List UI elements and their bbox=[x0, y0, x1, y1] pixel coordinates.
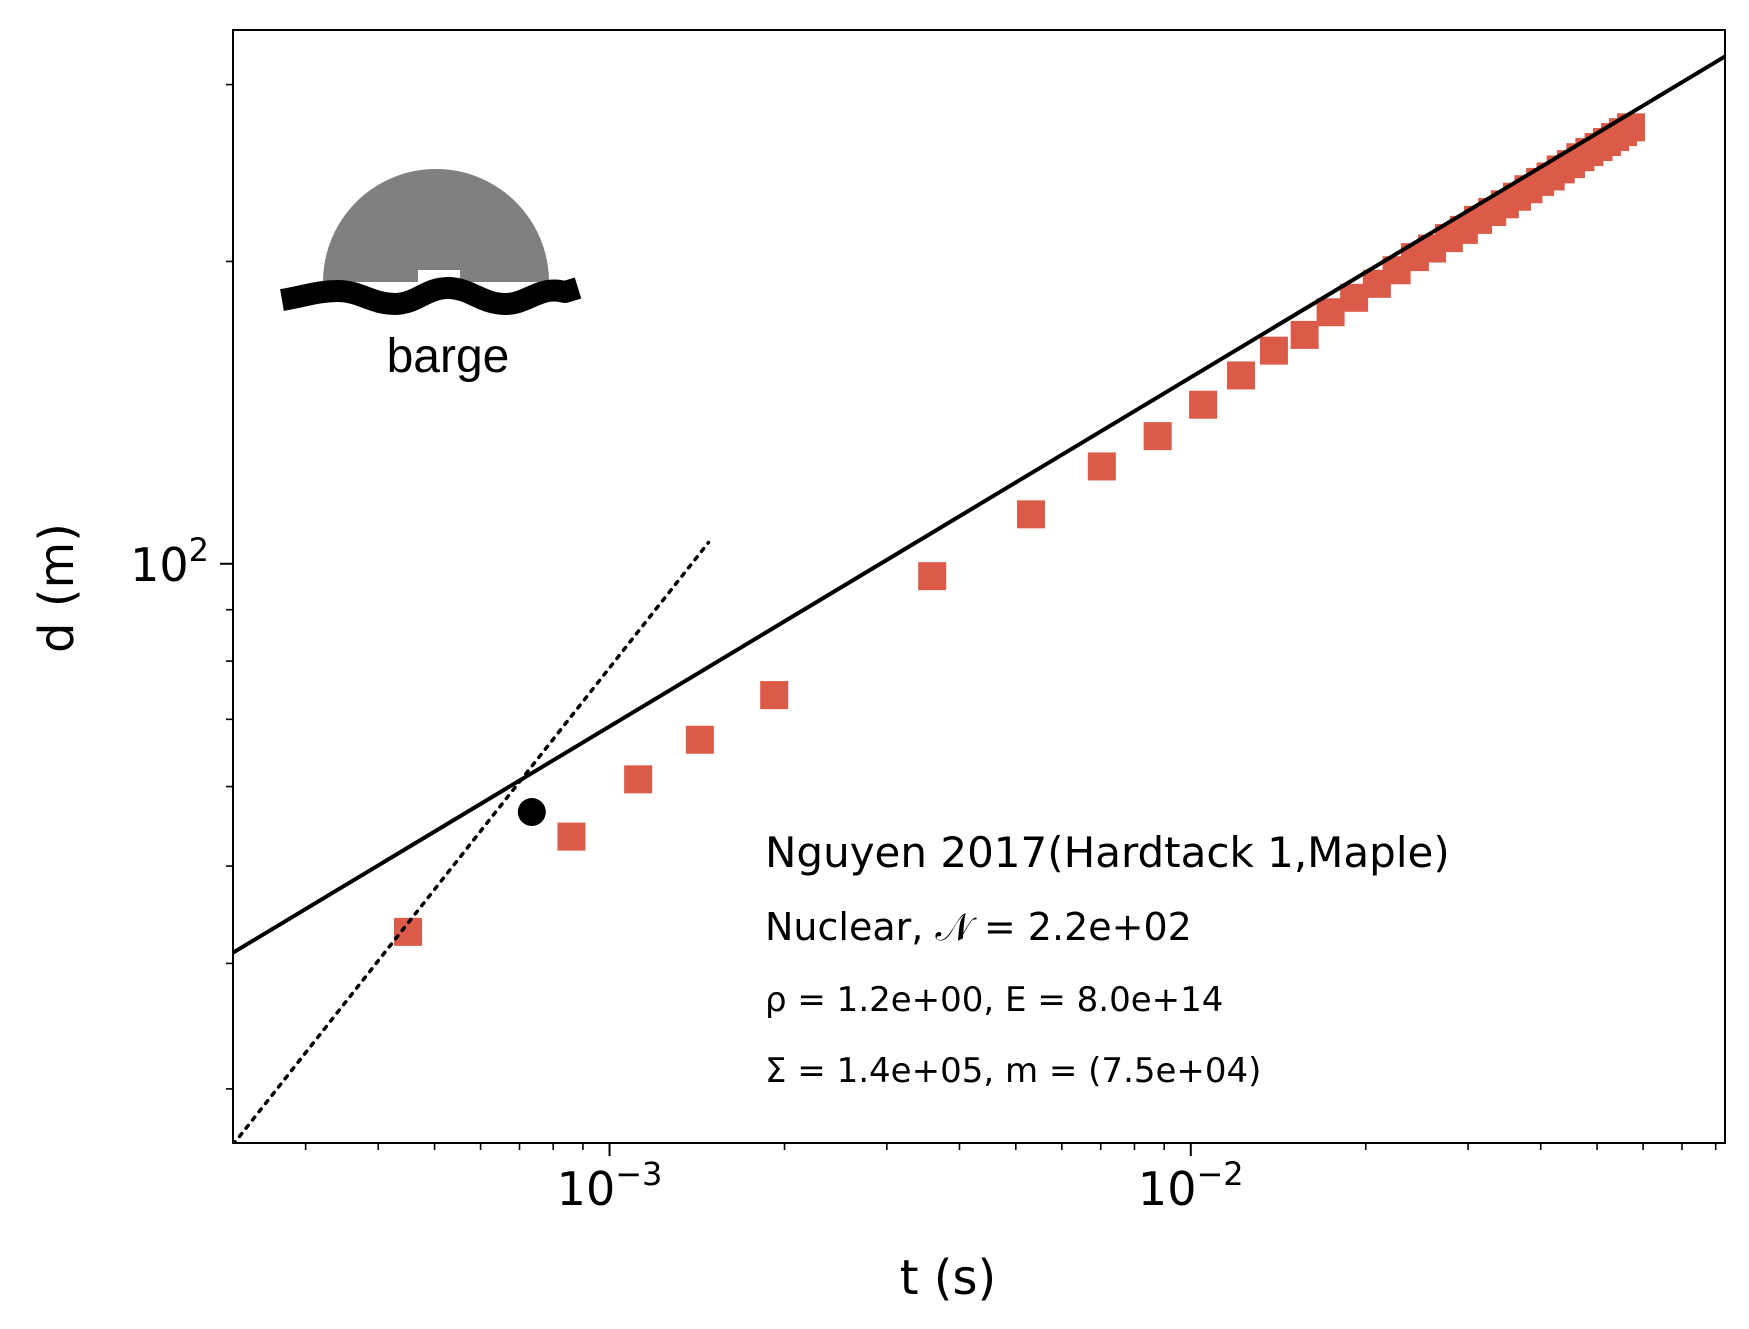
annotation-line-3: ρ = 1.2e+00, E = 8.0e+14 bbox=[765, 980, 1223, 1020]
annotation-line-1: Nguyen 2017(Hardtack 1,Maple) bbox=[765, 828, 1450, 877]
data-point bbox=[1316, 298, 1345, 327]
data-point bbox=[685, 725, 714, 754]
data-point bbox=[1290, 320, 1319, 349]
data-point bbox=[1259, 336, 1288, 365]
data-point bbox=[1143, 422, 1172, 451]
plot-area: 10−3 10−2 102 bbox=[130, 29, 1726, 1216]
x-tick-label: 10−3 bbox=[557, 1155, 663, 1216]
y-tick-label: 102 bbox=[130, 531, 209, 592]
data-point bbox=[1017, 500, 1046, 529]
plot-frame bbox=[232, 29, 1726, 1144]
x-axis-label: t (s) bbox=[900, 1250, 997, 1306]
annotation-line-2: Nuclear, 𝒩 = 2.2e+02 bbox=[765, 905, 1192, 949]
data-point bbox=[557, 822, 586, 851]
data-point bbox=[1226, 361, 1255, 390]
x-tick-label: 10−2 bbox=[1138, 1155, 1244, 1216]
data-point bbox=[1189, 390, 1218, 419]
dotted-reference-line bbox=[233, 540, 711, 1143]
data-point bbox=[624, 765, 653, 794]
y-axis-label: d (m) bbox=[29, 523, 85, 653]
data-point bbox=[1087, 452, 1116, 481]
data-point bbox=[760, 681, 789, 710]
data-point bbox=[918, 562, 947, 591]
transition-point bbox=[517, 798, 546, 827]
annotation-line-4: Σ = 1.4e+05, m = (7.5e+04) bbox=[765, 1051, 1261, 1091]
barge-explosion-icon bbox=[280, 169, 582, 315]
fit-line bbox=[233, 54, 1725, 955]
inset-label: barge bbox=[387, 330, 510, 383]
